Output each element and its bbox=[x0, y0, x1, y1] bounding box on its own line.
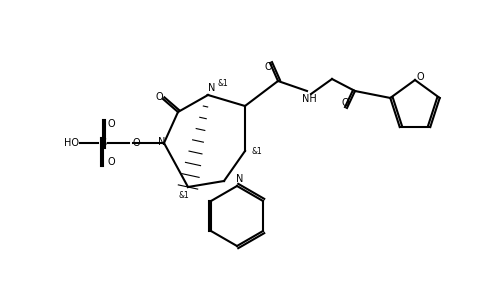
Text: N: N bbox=[208, 83, 216, 93]
Text: N: N bbox=[158, 137, 166, 147]
Text: O: O bbox=[264, 62, 272, 72]
Text: NH: NH bbox=[302, 94, 316, 104]
Text: &1: &1 bbox=[251, 146, 262, 155]
Text: O: O bbox=[132, 138, 140, 148]
Text: S: S bbox=[100, 138, 106, 148]
Text: &1: &1 bbox=[179, 191, 189, 200]
Text: O: O bbox=[107, 157, 115, 167]
Text: &1: &1 bbox=[217, 79, 228, 88]
Text: O: O bbox=[416, 72, 424, 82]
Text: HO: HO bbox=[65, 138, 79, 148]
Text: O: O bbox=[107, 119, 115, 129]
Text: N: N bbox=[236, 174, 244, 184]
Text: O: O bbox=[155, 92, 163, 102]
Text: O: O bbox=[341, 98, 349, 108]
